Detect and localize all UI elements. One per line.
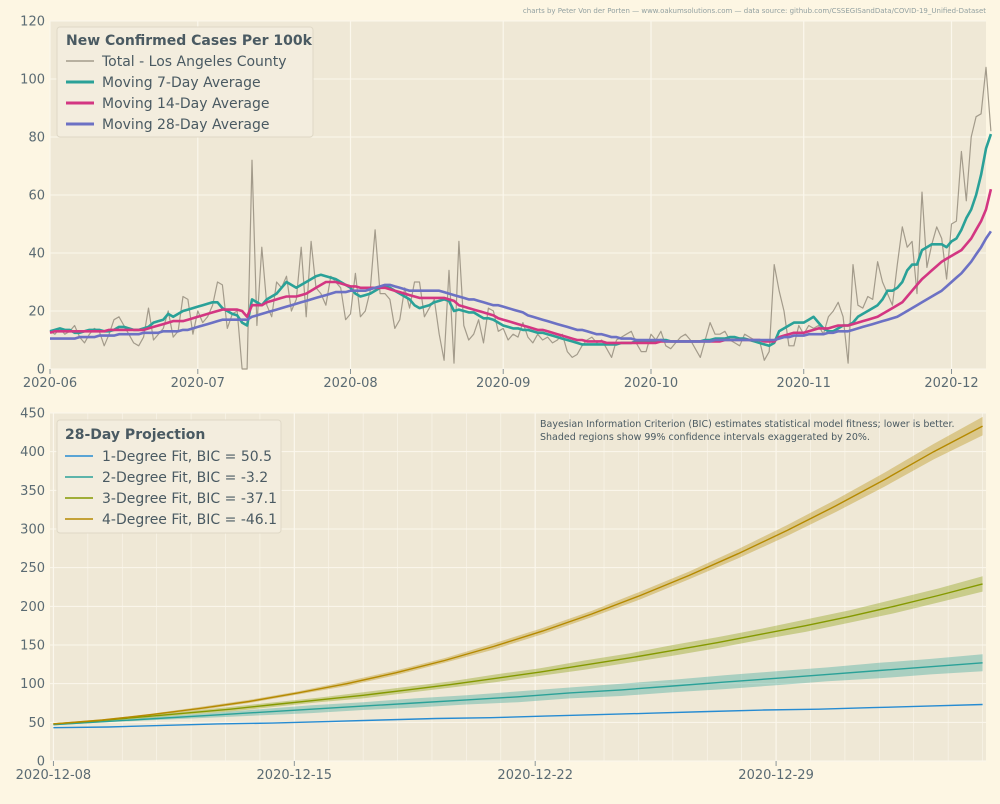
series-line-fit1 bbox=[53, 703, 983, 729]
legend-label-fit4: 4-Degree Fit, BIC = -46.1 bbox=[102, 512, 277, 528]
top-y-tick-label: 60 bbox=[28, 189, 45, 204]
bottom-y-tick-label: 350 bbox=[20, 484, 45, 499]
bottom-x-tick-label: 2020-12-22 bbox=[497, 768, 573, 783]
bottom-confidence-bands bbox=[53, 416, 983, 726]
bottom-y-tick-label: 450 bbox=[20, 407, 45, 422]
bottom-series bbox=[53, 425, 983, 729]
top-legend-box bbox=[56, 26, 314, 138]
top-y-tick-label: 40 bbox=[28, 247, 45, 262]
series-line-fit3 bbox=[53, 583, 983, 725]
bottom-x-tick-label: 2020-12-29 bbox=[738, 768, 814, 783]
top-x-tick-label: 2020-10 bbox=[624, 376, 678, 391]
bottom-y-tick-label: 200 bbox=[20, 600, 45, 615]
confidence-band-fit2 bbox=[53, 654, 983, 726]
top-x-tick-label: 2020-06 bbox=[23, 376, 77, 391]
top-x-ticks: 2020-06 2020-07 2020-08 2020-09 2020-10 2020-… bbox=[23, 369, 979, 391]
top-y-tick-label: 20 bbox=[28, 305, 45, 320]
legend-label-total: Total - Los Angeles County bbox=[101, 54, 287, 70]
series-line-fit2 bbox=[53, 662, 983, 726]
bottom-x-tick-label: 2020-12-15 bbox=[257, 768, 333, 783]
legend-label-ma28: Moving 28-Day Average bbox=[102, 117, 269, 133]
series-line-ma7 bbox=[49, 133, 993, 348]
top-series bbox=[49, 66, 993, 370]
top-legend-title: New Confirmed Cases Per 100k bbox=[66, 33, 313, 49]
legend-label-fit3: 3-Degree Fit, BIC = -37.1 bbox=[102, 491, 277, 507]
bic-annotation-line1: Bayesian Information Criterion (BIC) est… bbox=[540, 419, 955, 430]
bottom-x-ticks: 2020-12-08 2020-12-15 2020-12-22 2020-12-29 bbox=[16, 761, 814, 783]
bottom-y-tick-label: 0 bbox=[37, 755, 45, 770]
bic-annotation-line2: Shaded regions show 99% confidence inter… bbox=[540, 432, 870, 443]
bottom-y-tick-label: 150 bbox=[20, 639, 45, 654]
legend-label-fit2: 2-Degree Fit, BIC = -3.2 bbox=[102, 470, 268, 486]
series-line-ma28 bbox=[50, 230, 992, 343]
bottom-y-ticks: 0 50 100 150 200 250 300 350 400 450 bbox=[20, 407, 45, 770]
legend-label-ma14: Moving 14-Day Average bbox=[102, 96, 269, 112]
top-y-tick-label: 100 bbox=[20, 73, 45, 88]
bottom-y-tick-label: 100 bbox=[20, 677, 45, 692]
legend-label-ma7: Moving 7-Day Average bbox=[102, 75, 261, 91]
bottom-legend-box bbox=[56, 419, 282, 534]
series-line-ma14 bbox=[49, 188, 993, 345]
top-x-tick-label: 2020-12 bbox=[924, 376, 978, 391]
bottom-legend: 28-Day Projection 1-Degree Fit, BIC = 50… bbox=[56, 419, 282, 534]
bottom-y-tick-label: 250 bbox=[20, 561, 45, 576]
bottom-legend-title: 28-Day Projection bbox=[65, 427, 205, 443]
top-y-tick-label: 120 bbox=[20, 15, 45, 30]
top-y-tick-label: 80 bbox=[28, 131, 45, 146]
series-line-fit4 bbox=[53, 425, 983, 725]
top-x-tick-label: 2020-11 bbox=[777, 376, 831, 391]
top-x-tick-label: 2020-09 bbox=[476, 376, 530, 391]
top-x-tick-label: 2020-08 bbox=[323, 376, 377, 391]
bottom-y-tick-label: 400 bbox=[20, 445, 45, 460]
legend-label-fit1: 1-Degree Fit, BIC = 50.5 bbox=[102, 449, 272, 465]
top-y-tick-label: 0 bbox=[37, 363, 45, 378]
top-legend: New Confirmed Cases Per 100k Total - Los… bbox=[56, 26, 314, 138]
credit-text: charts by Peter Von der Porten — www.oak… bbox=[523, 7, 986, 15]
bottom-y-tick-label: 300 bbox=[20, 523, 45, 538]
top-y-ticks: 0 20 40 60 80 100 120 bbox=[20, 15, 45, 378]
bottom-x-tick-label: 2020-12-08 bbox=[16, 768, 92, 783]
bottom-y-tick-label: 50 bbox=[28, 716, 45, 731]
top-x-tick-label: 2020-07 bbox=[171, 376, 225, 391]
